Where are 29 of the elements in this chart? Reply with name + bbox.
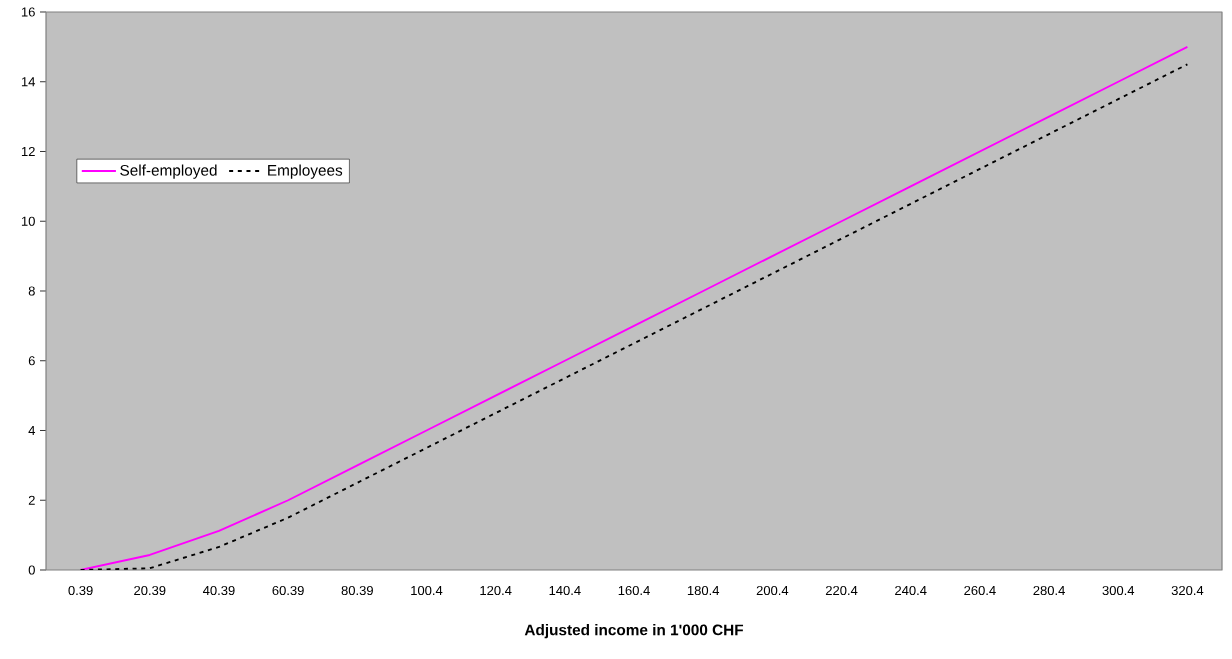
legend-label: Employees — [268, 164, 343, 179]
y-tick-label: 0 — [28, 565, 35, 575]
x-tick-label: 220.4 — [825, 585, 858, 596]
x-tick-label: 200.4 — [756, 585, 789, 596]
x-axis-title: Adjusted income in 1'000 CHF — [524, 624, 744, 639]
x-tick-label: 260.4 — [964, 585, 996, 596]
x-tick-label: 60.39 — [272, 585, 304, 596]
x-tick-label: 240.4 — [895, 585, 927, 596]
x-tick-label: 100.4 — [411, 585, 443, 596]
x-tick-label: 40.39 — [202, 585, 235, 596]
legend-label: Self-employed — [120, 164, 217, 179]
x-tick-label: 280.4 — [1033, 585, 1065, 596]
y-tick-label: 12 — [21, 146, 35, 157]
x-tick-label: 0.39 — [68, 585, 93, 596]
y-tick-label: 8 — [28, 286, 35, 296]
x-tick-label: 80.39 — [341, 585, 373, 596]
x-tick-label: 320.4 — [1171, 585, 1204, 596]
x-tick-label: 20.39 — [134, 585, 166, 596]
y-tick-label: 10 — [21, 216, 35, 226]
y-tick-label: 16 — [21, 7, 35, 17]
x-tick-label: 300.4 — [1102, 585, 1135, 596]
y-tick-label: 2 — [28, 495, 35, 505]
x-tick-label: 140.4 — [549, 585, 581, 596]
y-tick-label: 4 — [28, 426, 36, 435]
x-tick-label: 180.4 — [687, 585, 720, 596]
x-tick-label: 160.4 — [618, 585, 650, 596]
x-tick-label: 120.4 — [480, 585, 512, 596]
y-tick-label: 6 — [28, 356, 35, 366]
y-tick-label: 14 — [21, 77, 36, 87]
